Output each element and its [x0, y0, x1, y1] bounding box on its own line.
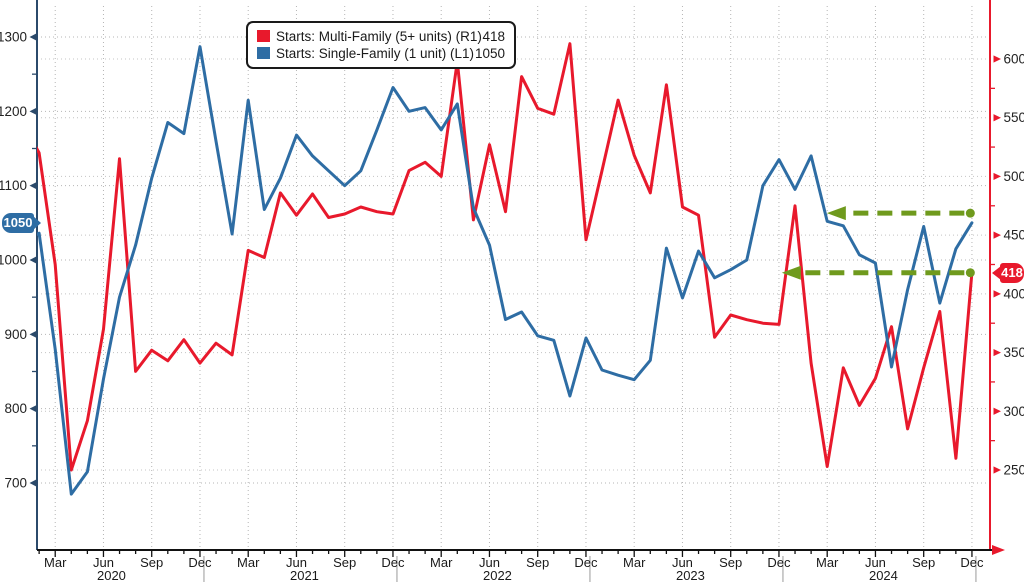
left-axis-label-1200: 1200 [0, 104, 27, 119]
right-axis-value-tag: 418 [992, 262, 1024, 283]
x-axis-month-label: Mar [430, 555, 453, 570]
left-axis-label-1100: 1100 [0, 178, 27, 193]
x-axis-month-label: Jun [671, 555, 693, 570]
x-axis-month-label: Dec [767, 555, 791, 570]
legend-label: Starts: Multi-Family (5+ units) (R1) [276, 28, 482, 44]
x-axis-month-label: Sep [526, 555, 550, 570]
x-axis-month-label: Jun [478, 555, 500, 570]
right-tick-arrow-icon [993, 348, 1001, 357]
legend-item-single-family: Starts: Single-Family (1 unit) (L1) 1050 [257, 45, 505, 61]
x-axis-month-label: Mar [44, 555, 67, 570]
x-axis-year-label: 2023 [675, 568, 705, 582]
x-axis-year-label: 2020 [96, 568, 126, 582]
x-axis-month-label: Dec [381, 555, 405, 570]
left-axis-label-900: 900 [4, 327, 27, 342]
x-axis-year-label: 2022 [482, 568, 512, 582]
left-tick-arrow-icon [29, 330, 37, 338]
x-axis-month-label: Sep [333, 555, 357, 570]
left-axis-label-700: 700 [4, 475, 27, 490]
x-axis-month-label: Jun [864, 555, 886, 570]
x-axis-month-label: Jun [92, 555, 114, 570]
left-axis-label-800: 800 [4, 401, 27, 416]
left-tick-arrow-icon [29, 107, 37, 115]
right-axis-label-350: 350 [1004, 345, 1024, 360]
right-axis-label-400: 400 [1004, 286, 1024, 301]
right-axis-label-600: 600 [1004, 52, 1024, 67]
x-axis-month-label: Sep [719, 555, 743, 570]
single-family-swatch-icon [257, 47, 270, 59]
right-tick-arrow-icon [993, 466, 1001, 474]
right-tick-arrow-icon [993, 172, 1001, 181]
x-axis-month-label: Mar [237, 555, 260, 570]
left-axis-label-1300: 1300 [0, 30, 27, 45]
x-axis-month-label: Dec [188, 555, 212, 570]
x-axis-month-label: Dec [960, 555, 984, 570]
right-axis-label-250: 250 [1004, 462, 1024, 477]
x-axis-year-label: 2024 [868, 568, 898, 582]
x-axis-year-label: 2021 [289, 568, 319, 582]
left-tick-arrow-icon [29, 33, 37, 41]
single-family-line [37, 45, 974, 496]
right-axis-label-500: 500 [1004, 169, 1024, 184]
legend-item-multi-family: Starts: Multi-Family (5+ units) (R1) 418 [257, 28, 505, 44]
single-family-level-arrow-head-icon [826, 206, 846, 221]
x-axis-month-label: Mar [623, 555, 646, 570]
multi-family-swatch-icon [257, 30, 270, 42]
x-axis-month-label: Sep [140, 555, 164, 570]
left-tick-arrow-icon [29, 405, 37, 413]
left-tick-arrow-icon [29, 182, 37, 190]
right-axis-label-450: 450 [1004, 228, 1024, 243]
left-axis-label-1000: 1000 [0, 252, 27, 267]
right-tick-arrow-icon [993, 114, 1001, 122]
left-tick-arrow-icon [29, 256, 37, 264]
multi-family-line [37, 42, 974, 472]
x-axis-month-label: Dec [574, 555, 598, 570]
x-axis-month-label: Mar [815, 555, 839, 570]
left-tick-arrow-icon [29, 479, 37, 487]
legend-label: Starts: Single-Family (1 unit) (L1) [276, 45, 475, 61]
bottom-axis-arrow-icon [992, 545, 1005, 555]
legend-box: Starts: Multi-Family (5+ units) (R1) 418… [246, 21, 516, 69]
x-axis-month-label: Jun [285, 555, 307, 570]
right-axis-label-550: 550 [1004, 110, 1024, 125]
legend-value: 1050 [474, 45, 505, 61]
right-tick-arrow-icon [993, 231, 1001, 239]
right-axis-label-300: 300 [1004, 404, 1024, 419]
multi-family-level-arrow-dot-icon [965, 268, 975, 278]
x-axis-month-label: Sep [912, 555, 936, 570]
legend-value: 418 [482, 28, 505, 44]
right-tick-arrow-icon [993, 55, 1001, 63]
multi-family-level-arrow-head-icon [781, 265, 801, 280]
right-tick-arrow-icon [993, 407, 1001, 415]
right-tick-arrow-icon [993, 290, 1001, 298]
left-axis-value-tag: 1050 [2, 212, 41, 233]
single-family-level-arrow-dot-icon [965, 208, 975, 218]
